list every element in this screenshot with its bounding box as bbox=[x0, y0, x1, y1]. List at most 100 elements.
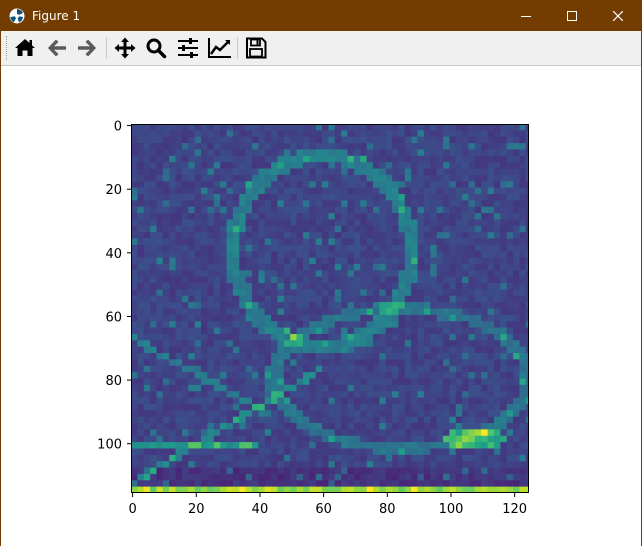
heatmap-cell bbox=[462, 193, 470, 201]
heatmap-cell bbox=[309, 448, 317, 456]
heatmap-cell bbox=[188, 435, 196, 443]
heatmap-cell bbox=[341, 416, 349, 424]
heatmap-cell bbox=[156, 270, 164, 278]
heatmap-cell bbox=[525, 244, 529, 252]
pan-button[interactable] bbox=[111, 34, 139, 62]
configure-subplots-button[interactable] bbox=[174, 34, 202, 62]
heatmap-cell bbox=[493, 244, 501, 252]
heatmap-cell bbox=[150, 283, 158, 291]
maximize-button[interactable] bbox=[549, 1, 595, 31]
home-button[interactable] bbox=[11, 34, 39, 62]
edit-axes-button[interactable] bbox=[205, 34, 233, 62]
heatmap-cell bbox=[277, 403, 285, 411]
heatmap-cell bbox=[360, 442, 368, 450]
heatmap-cell bbox=[372, 308, 380, 316]
heatmap-cell bbox=[239, 327, 247, 335]
heatmap-cell bbox=[131, 442, 138, 450]
heatmap-cell bbox=[283, 365, 291, 373]
heatmap-cell bbox=[449, 187, 457, 195]
y-tick-label: 100 bbox=[97, 438, 122, 453]
heatmap-cell bbox=[315, 302, 323, 310]
forward-button[interactable] bbox=[73, 34, 101, 62]
heatmap-cell bbox=[411, 206, 419, 214]
heatmap-cell bbox=[245, 295, 253, 303]
heatmap-cell bbox=[328, 187, 336, 195]
heatmap-cell bbox=[232, 442, 240, 450]
heatmap-cell bbox=[430, 124, 438, 131]
minimize-button[interactable] bbox=[503, 1, 549, 31]
title-bar[interactable]: Figure 1 bbox=[1, 1, 641, 31]
heatmap-cell bbox=[315, 461, 323, 469]
heatmap-cell bbox=[392, 359, 400, 367]
heatmap-cell bbox=[417, 136, 425, 144]
heatmap-cell bbox=[430, 473, 438, 481]
heatmap-cell bbox=[493, 168, 501, 176]
heatmap-cell bbox=[443, 124, 450, 131]
heatmap-cell bbox=[334, 333, 342, 341]
heatmap-cell bbox=[525, 321, 529, 329]
heatmap-cell bbox=[334, 213, 342, 221]
heatmap-cell bbox=[322, 187, 330, 195]
heatmap-cell bbox=[131, 124, 138, 131]
heatmap-cell bbox=[500, 308, 508, 316]
heatmap-cell bbox=[226, 136, 234, 144]
heatmap-cell bbox=[156, 143, 164, 151]
heatmap-cell bbox=[143, 168, 151, 176]
heatmap-cell bbox=[513, 391, 521, 399]
heatmap-cell bbox=[302, 346, 310, 354]
close-button[interactable] bbox=[595, 1, 641, 31]
save-button[interactable] bbox=[242, 34, 270, 62]
heatmap-cell bbox=[423, 308, 431, 316]
heatmap-cell bbox=[500, 130, 508, 138]
heatmap-cell bbox=[411, 467, 419, 475]
heatmap-cell bbox=[315, 130, 323, 138]
heatmap-cell bbox=[398, 321, 406, 329]
heatmap-cell bbox=[513, 461, 521, 469]
heatmap-cell bbox=[290, 187, 298, 195]
heatmap-cell bbox=[328, 136, 336, 144]
heatmap-cell bbox=[251, 423, 259, 430]
heatmap-cell bbox=[220, 473, 228, 481]
back-button[interactable] bbox=[43, 34, 71, 62]
heatmap-cell bbox=[181, 213, 189, 221]
heatmap-cell bbox=[398, 486, 406, 493]
heatmap-cell bbox=[232, 410, 240, 418]
heatmap-cell bbox=[296, 365, 304, 373]
heatmap-cell bbox=[487, 143, 495, 151]
zoom-button[interactable] bbox=[142, 34, 170, 62]
heatmap-cell bbox=[474, 295, 482, 303]
heatmap-cell bbox=[213, 378, 221, 386]
heatmap-cell bbox=[188, 130, 196, 138]
heatmap-cell bbox=[181, 174, 189, 182]
heatmap-cell bbox=[341, 333, 349, 341]
heatmap-cell bbox=[143, 384, 151, 392]
heatmap-cell bbox=[474, 200, 482, 208]
heatmap-cell bbox=[271, 124, 279, 131]
heatmap-cell bbox=[347, 442, 355, 450]
heatmap-cell bbox=[239, 308, 247, 316]
heatmap-cell bbox=[296, 302, 304, 310]
heatmap-cell bbox=[245, 251, 253, 259]
toolbar-grip[interactable] bbox=[6, 36, 9, 60]
heatmap-cell bbox=[315, 416, 323, 424]
heatmap-cell bbox=[481, 429, 489, 437]
heatmap-cell bbox=[500, 480, 508, 488]
heatmap-cell bbox=[328, 321, 336, 329]
heatmap-cell bbox=[455, 124, 463, 131]
heatmap-cell bbox=[220, 168, 228, 176]
heatmap-cell bbox=[188, 213, 196, 221]
heatmap-cell bbox=[493, 473, 501, 481]
heatmap-cell bbox=[449, 219, 457, 227]
heatmap-cell bbox=[322, 486, 330, 493]
heatmap-cell bbox=[213, 429, 221, 437]
heatmap-cell bbox=[232, 225, 240, 233]
heatmap-cell bbox=[283, 251, 291, 259]
heatmap-cell bbox=[455, 193, 463, 201]
heatmap-cell bbox=[385, 442, 393, 450]
heatmap-cell bbox=[181, 276, 189, 284]
heatmap-cell bbox=[162, 416, 170, 424]
heatmap-cell bbox=[213, 391, 221, 399]
heatmap-cell bbox=[271, 384, 279, 392]
figure-canvas[interactable]: 0 20 40 60 80 100 120 0 20 40 60 80 100 bbox=[1, 66, 641, 546]
heatmap-cell bbox=[334, 251, 342, 259]
